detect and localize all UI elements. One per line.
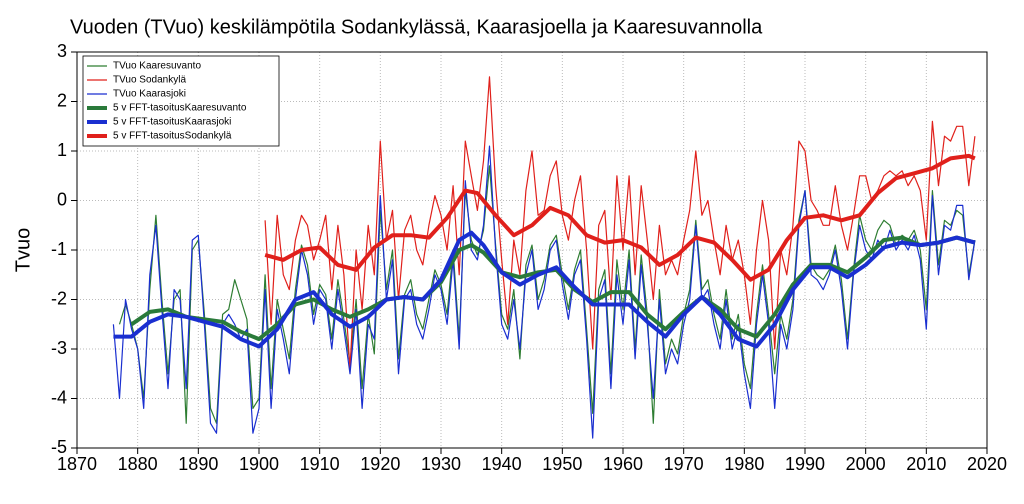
chart-title: Vuoden (TVuo) keskilämpötila Sodankyläss… <box>70 16 763 38</box>
x-tick-label: 1970 <box>664 454 704 474</box>
y-tick-label: 2 <box>57 90 67 110</box>
x-tick-label: 1890 <box>178 454 218 474</box>
x-tick-label: 2020 <box>967 454 1007 474</box>
x-tick-label: 1950 <box>542 454 582 474</box>
y-axis-label: Tvuo <box>12 228 34 272</box>
x-tick-label: 1870 <box>57 454 97 474</box>
x-tick-label: 1940 <box>482 454 522 474</box>
legend-label: 5 v FFT-tasoitusSodankylä <box>113 131 232 142</box>
y-tick-label: -5 <box>51 437 67 457</box>
x-tick-label: 1960 <box>603 454 643 474</box>
x-tick-label: 1990 <box>785 454 825 474</box>
legend-label: 5 v FFT-tasoitusKaaresuvanto <box>113 103 247 114</box>
x-tick-label: 1920 <box>360 454 400 474</box>
y-tick-label: -4 <box>51 387 67 407</box>
legend-label: TVuo Kaaresuvanto <box>113 61 201 72</box>
y-tick-label: 3 <box>57 41 67 61</box>
x-tick-label: 1930 <box>421 454 461 474</box>
legend-label: 5 v FFT-tasoitusKaarasjoki <box>113 117 231 128</box>
legend-box <box>82 55 280 147</box>
legend-label: TVuo Sodankylä <box>113 75 186 86</box>
y-tick-label: -2 <box>51 288 67 308</box>
x-tick-label: 1980 <box>724 454 764 474</box>
x-tick-label: 1900 <box>239 454 279 474</box>
plot-frame <box>76 51 988 449</box>
y-tick-label: 1 <box>57 140 67 160</box>
x-tick-label: 2010 <box>906 454 946 474</box>
x-tick-label: 2000 <box>846 454 886 474</box>
y-tick-label: 0 <box>57 189 67 209</box>
series-line <box>264 153 976 282</box>
series-line <box>264 76 976 370</box>
legend-label: TVuo Kaarasjoki <box>113 89 186 100</box>
y-tick-label: -1 <box>51 239 67 259</box>
x-tick-label: 1880 <box>118 454 158 474</box>
y-tick-label: -3 <box>51 338 67 358</box>
series-line <box>113 230 976 349</box>
x-tick-label: 1910 <box>300 454 340 474</box>
